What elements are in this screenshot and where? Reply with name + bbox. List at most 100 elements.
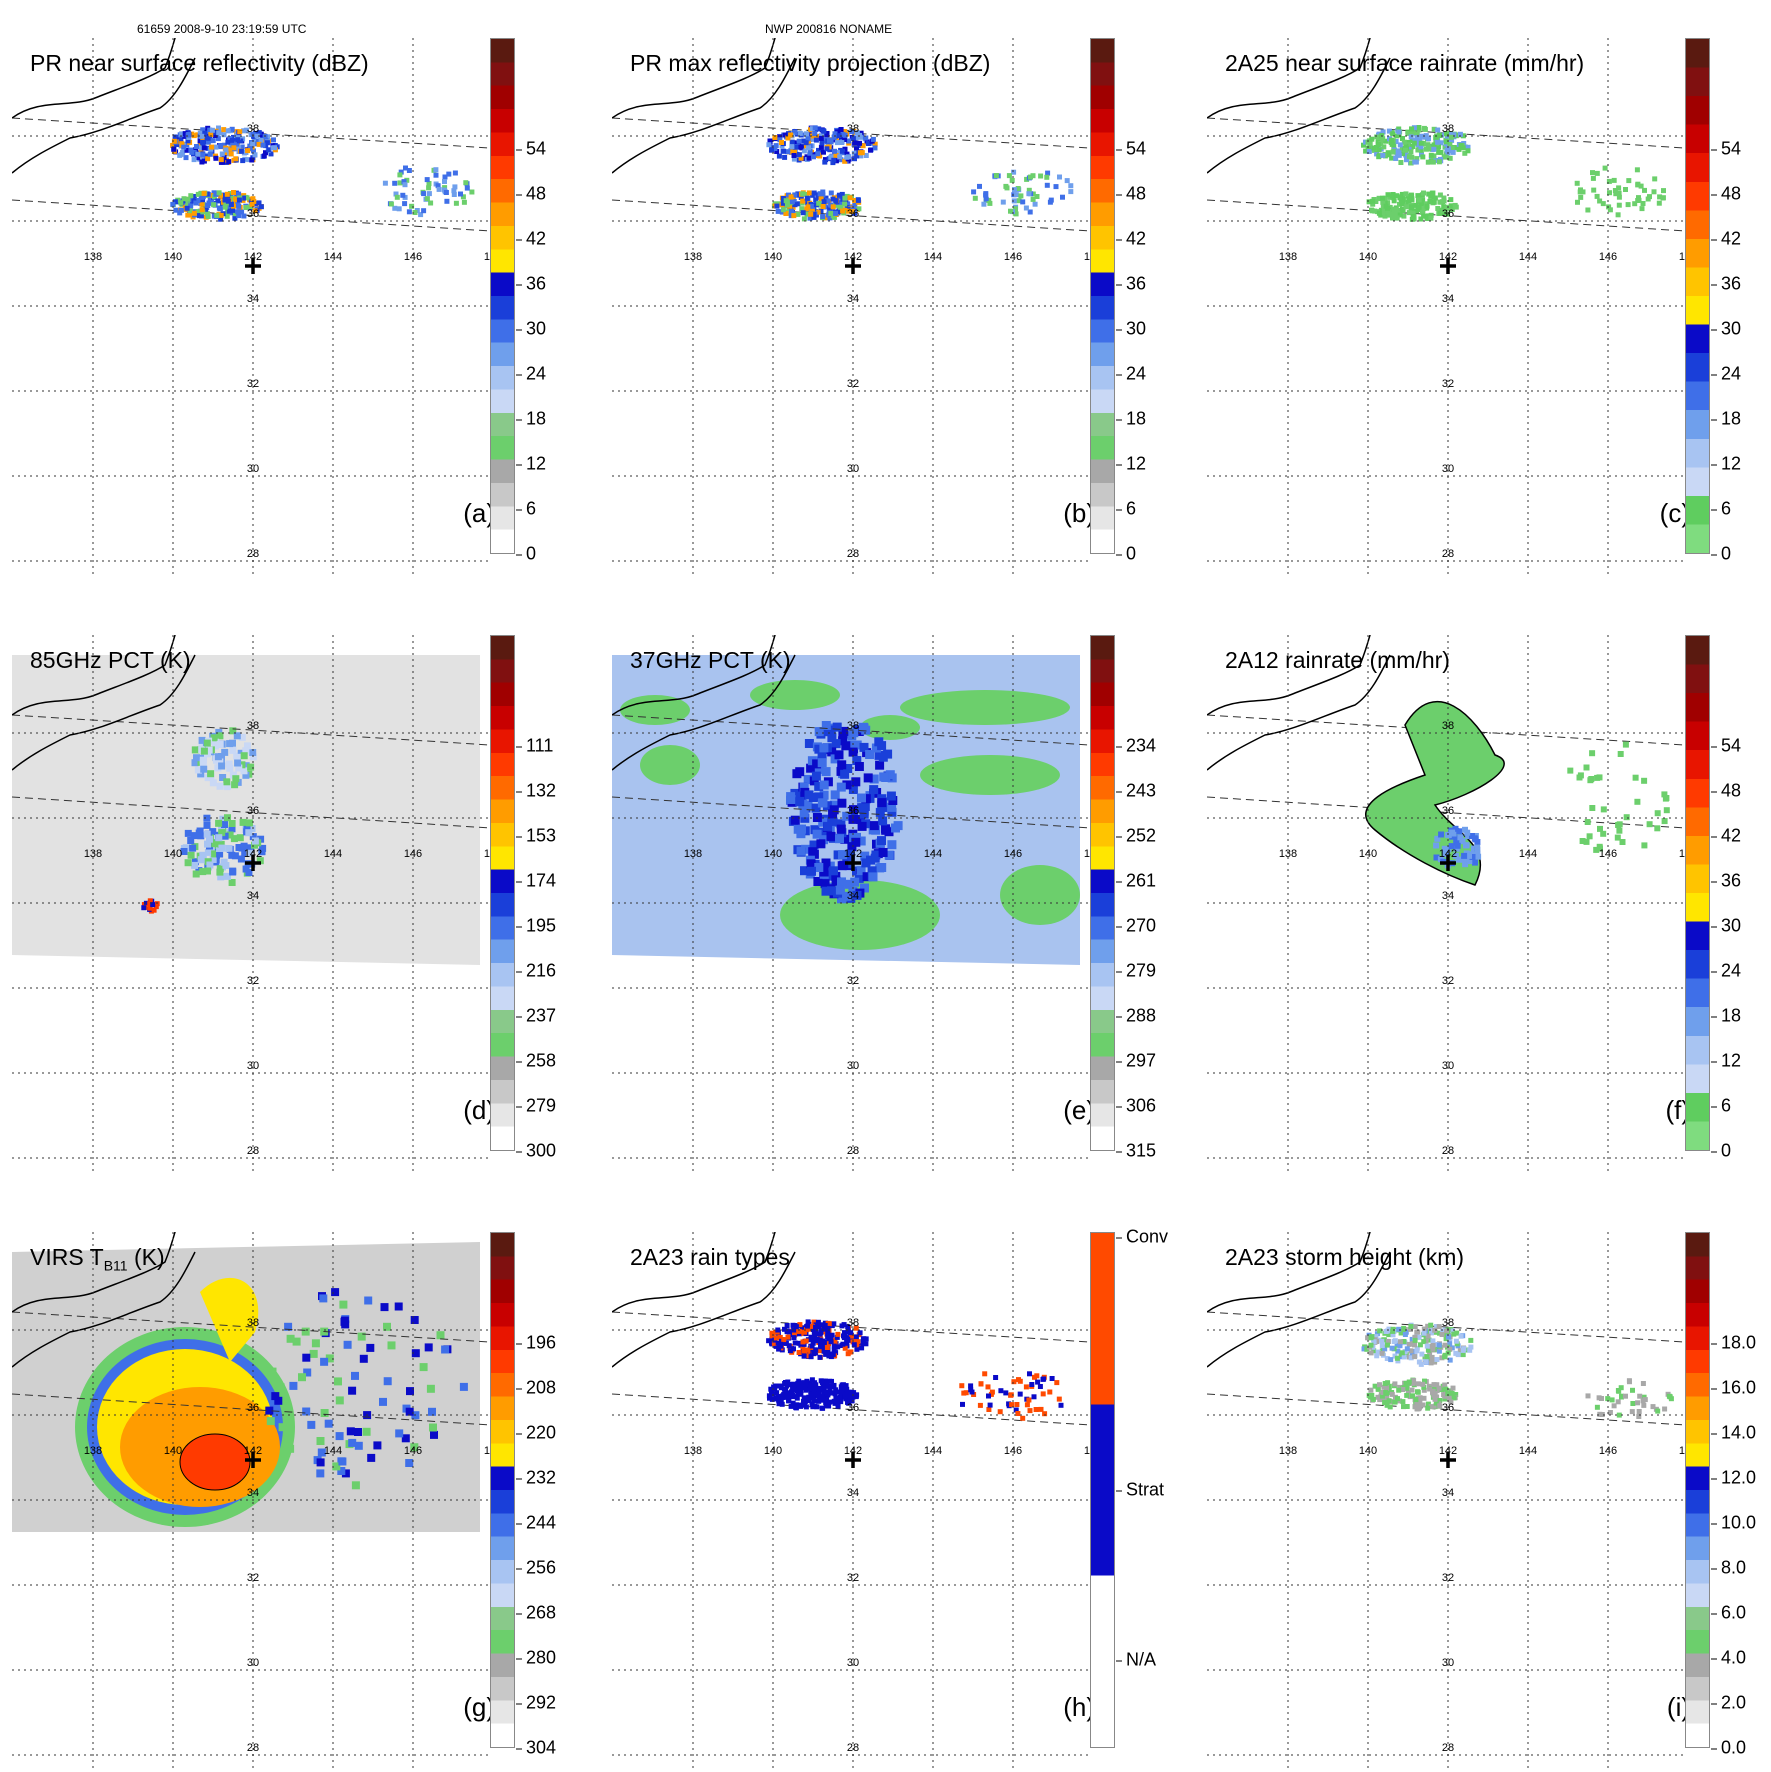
rain-pixel [791, 1384, 796, 1390]
rain-pixel [1011, 1379, 1017, 1385]
rain-pixel [789, 199, 795, 205]
rain-pixel [1369, 136, 1375, 142]
rain-pixel [171, 146, 177, 152]
rain-pixel [227, 191, 233, 196]
rain-pixel [383, 1322, 391, 1331]
rain-pixel [1437, 132, 1443, 138]
rain-pixel [1426, 1337, 1432, 1343]
coastline [612, 635, 796, 771]
rain-pixel [852, 890, 862, 900]
rain-pixel [1393, 139, 1399, 144]
lat-label: 30 [247, 1657, 259, 1669]
rain-pixel [797, 1386, 803, 1392]
rain-pixel [818, 817, 828, 827]
colorbar-tick-label: 2.0 [1710, 1692, 1747, 1713]
rain-pixel [346, 1427, 355, 1436]
rain-pixel [184, 829, 192, 837]
rain-pixel [302, 1407, 311, 1416]
rain-pixel [1615, 212, 1621, 218]
rain-pixel [797, 130, 803, 136]
rain-pixel [403, 165, 408, 171]
rain-pixel [1370, 198, 1376, 204]
rain-pixel [1008, 208, 1013, 214]
rain-pixel [993, 173, 999, 178]
rain-pixel [1616, 185, 1622, 191]
rain-pixel [204, 840, 211, 848]
rain-pixel [776, 1401, 782, 1407]
rain-pixel [823, 195, 829, 201]
rain-pixel [1630, 1387, 1635, 1393]
rain-pixel [832, 1391, 838, 1397]
colorbar-tick-label: 36 [1710, 273, 1742, 294]
rain-pixel [782, 154, 788, 160]
lat-label: 28 [847, 1145, 859, 1157]
rain-pixel [1642, 1397, 1648, 1403]
rain-pixel [180, 848, 188, 855]
rain-pixel [1375, 142, 1381, 148]
rain-pixel [800, 866, 809, 876]
rain-pixel [803, 775, 813, 784]
rain-pixel [835, 834, 844, 844]
panel-h: 1381401421441461483836343230282A23 rain … [600, 1227, 1180, 1772]
rain-pixel [843, 764, 853, 773]
colorbar-tick-label: 30 [1710, 915, 1742, 936]
rain-pixel [198, 190, 204, 196]
rain-pixel [1406, 195, 1412, 201]
lat-label: 36 [247, 208, 259, 220]
rain-pixel [1068, 183, 1074, 189]
rain-pixel [783, 211, 789, 216]
rain-pixel [853, 1339, 859, 1345]
rain-pixel [278, 1423, 287, 1432]
rain-pixel [828, 211, 834, 216]
swath-edge-south [612, 1393, 1090, 1426]
rain-pixel [804, 790, 814, 800]
rain-pixel [842, 1330, 847, 1336]
rain-pixel [784, 1323, 790, 1328]
rain-pixel [983, 196, 989, 202]
lon-label: 146 [1599, 1445, 1617, 1457]
colorbar-tick-label: 0 [1710, 1140, 1732, 1161]
rain-pixel [819, 140, 825, 146]
rain-pixel [963, 1390, 969, 1396]
rain-pixel [204, 135, 210, 141]
rain-pixel [801, 1348, 807, 1354]
rain-pixel [847, 1397, 853, 1403]
rain-pixel [1377, 1382, 1382, 1388]
rain-pixel [1011, 198, 1017, 204]
rain-pixel [842, 129, 848, 134]
rain-pixel [1445, 211, 1451, 217]
rain-pixel [205, 156, 211, 162]
rain-pixel [1619, 1393, 1624, 1399]
rain-pixel [1364, 1346, 1370, 1352]
rain-pixel [1585, 207, 1591, 213]
rain-pixel [1397, 1343, 1403, 1349]
rain-pixel [1453, 1338, 1459, 1344]
rain-pixel [993, 1375, 999, 1380]
rain-pixel [298, 1373, 306, 1382]
rain-pixel [1386, 152, 1392, 158]
rain-pixel [1433, 135, 1439, 140]
rain-pixel [769, 145, 775, 151]
colorbar-tick-label: 12 [1710, 1050, 1742, 1071]
colorbar-tick-label: 42 [1115, 228, 1147, 249]
rain-pixel [1011, 169, 1017, 175]
rain-pixel [818, 827, 828, 837]
rain-pixel [1389, 193, 1395, 199]
rain-pixel [367, 1453, 376, 1462]
rain-pixel [1615, 1399, 1621, 1405]
rain-pixel [828, 1354, 834, 1360]
rain-pixel [1437, 1403, 1443, 1409]
lat-label: 36 [847, 805, 859, 817]
swath-edge-south [12, 796, 490, 829]
rain-pixel [816, 200, 822, 206]
rain-pixel [198, 148, 204, 154]
rain-pixel [823, 1378, 829, 1384]
colorbar-ticks: 0.0 2.0 4.0 6.0 8.0 10.0 12.0 14.0 16.0 18.0 [1710, 1232, 1771, 1758]
rain-pixel [960, 1401, 965, 1407]
title-text: 85GHz PCT (K) [30, 647, 191, 673]
rain-pixel [1361, 142, 1366, 148]
rain-pixel [849, 129, 855, 134]
panel-label: (b) [1063, 498, 1095, 528]
rain-pixel [210, 734, 218, 742]
rain-pixel [1020, 199, 1026, 205]
